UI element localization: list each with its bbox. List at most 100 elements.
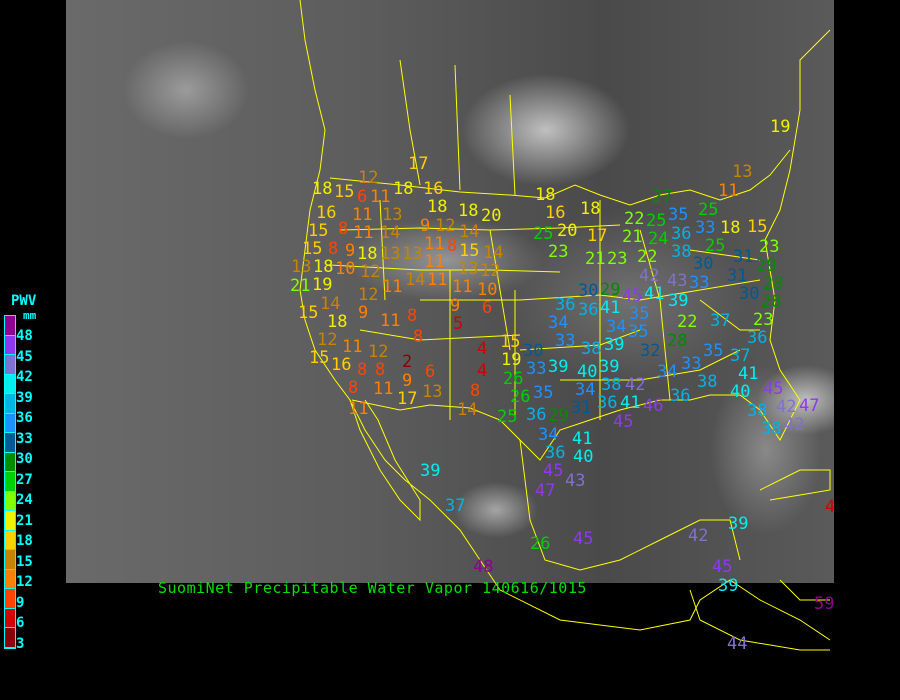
color-scale-bin: [5, 452, 15, 472]
station-pwv-value: 42: [625, 375, 646, 395]
station-pwv-value: 11: [427, 270, 448, 290]
color-scale-bin: [5, 530, 15, 550]
station-pwv-value: 34: [657, 362, 678, 382]
station-pwv-value: 41: [738, 364, 759, 384]
station-pwv-value: 42: [639, 266, 660, 286]
station-pwv-value: 21: [585, 249, 606, 269]
color-scale-tick-label: 12: [16, 574, 33, 590]
us-mexico-border: [351, 399, 521, 441]
color-scale-bin: [5, 374, 15, 394]
station-pwv-value: 36: [671, 224, 692, 244]
station-pwv-value: 40: [577, 362, 598, 382]
station-pwv-value: 18: [357, 244, 378, 264]
station-pwv-value: 45: [763, 379, 784, 399]
station-pwv-value: 39: [728, 514, 749, 534]
station-pwv-value: 34: [575, 380, 596, 400]
color-scale-tick-label: 30: [16, 451, 33, 467]
color-scale-tick-label: 3: [16, 635, 25, 652]
station-pwv-value: 26: [503, 369, 524, 389]
station-pwv-value: 39: [420, 461, 441, 481]
color-scale-bin: [5, 569, 15, 589]
station-pwv-value: 11: [452, 277, 473, 297]
color-scale-tick-label: 48: [16, 328, 33, 344]
color-scale-bin: [5, 491, 15, 511]
legend-title: PWV: [11, 293, 37, 309]
color-scale-bin: [5, 550, 15, 570]
station-pwv-value: 16: [316, 203, 337, 223]
color-scale-bin: [5, 511, 15, 531]
station-pwv-value: 22: [637, 247, 658, 267]
station-pwv-value: 28: [763, 274, 784, 294]
station-pwv-value: 40: [730, 382, 751, 402]
station-pwv-value: 45: [622, 286, 643, 306]
station-pwv-value: 34: [606, 317, 627, 337]
station-pwv-value: 18: [313, 257, 334, 277]
station-pwv-value: 36: [578, 300, 599, 320]
station-pwv-value: 38: [671, 242, 692, 262]
station-pwv-value: 16: [331, 355, 352, 375]
station-pwv-value: 8: [375, 360, 386, 380]
station-pwv-value: 30: [693, 254, 714, 274]
station-pwv-value: 46: [643, 396, 664, 416]
color-scale-tick-label: 6: [16, 615, 25, 631]
color-scale-bin: [5, 472, 15, 492]
color-scale-bin: [5, 355, 15, 375]
canada-province-lines: [399, 59, 516, 196]
station-pwv-value: 12: [480, 261, 501, 281]
mexico-east-coast: [519, 439, 741, 571]
color-scale-tick-label: 33: [16, 430, 33, 447]
station-pwv-value: 43: [667, 271, 688, 291]
station-pwv-value: 17: [397, 389, 418, 409]
station-pwv-value: 13: [380, 244, 401, 264]
color-scale-tick-label: 36: [16, 410, 33, 426]
color-scale-tick-label: 18: [16, 533, 33, 549]
station-pwv-value: 25: [705, 236, 726, 256]
station-pwv-value: 25: [497, 407, 518, 427]
color-scale-tick-label: 24: [16, 492, 33, 508]
station-pwv-value: 14: [483, 243, 504, 263]
station-pwv-value: 9: [358, 303, 369, 323]
station-pwv-value: 26: [530, 534, 551, 554]
station-pwv-value: 14: [320, 294, 341, 314]
station-pwv-value: 24: [648, 229, 669, 249]
station-pwv-value: 8: [348, 378, 359, 398]
station-pwv-value: 36: [747, 328, 768, 348]
station-pwv-value: 18: [535, 185, 556, 205]
station-pwv-value: 15: [309, 348, 330, 368]
station-pwv-value: 13: [422, 382, 443, 402]
station-pwv-value: 45: [613, 412, 634, 432]
station-pwv-value: 39: [548, 357, 569, 377]
color-scale-bin: [5, 433, 15, 453]
station-pwv-value: 20: [557, 221, 578, 241]
station-pwv-value: 13: [458, 259, 479, 279]
station-pwv-value: 8: [328, 239, 339, 259]
station-pwv-value: 23: [753, 310, 774, 330]
station-pwv-value: 38: [747, 401, 768, 421]
station-pwv-value: 15: [308, 221, 329, 241]
station-pwv-value: 36: [545, 443, 566, 463]
legend-unit: mm: [23, 309, 37, 322]
state-lines-west: [329, 199, 621, 420]
station-pwv-value: 14: [405, 270, 426, 290]
cuba-outline: [759, 469, 831, 501]
station-pwv-value: 11: [373, 379, 394, 399]
station-pwv-value: 33: [555, 331, 576, 351]
station-pwv-value: 11: [353, 223, 374, 243]
station-pwv-value: 9: [420, 216, 431, 236]
color-scale-tick-label: 9: [16, 594, 25, 611]
station-pwv-value: 12: [358, 168, 379, 188]
station-pwv-value: 17: [587, 226, 608, 246]
color-scale-bin: [5, 413, 15, 433]
color-scale-tick-label: 39: [16, 389, 33, 406]
station-pwv-value: 35: [629, 304, 650, 324]
station-pwv-value: 18: [312, 179, 333, 199]
station-pwv-value: 29: [756, 256, 777, 276]
station-pwv-value: 18: [393, 179, 414, 199]
station-pwv-value: 30: [739, 284, 760, 304]
station-pwv-value: 8: [447, 236, 458, 256]
west-coastline: [299, 0, 831, 641]
station-pwv-value: 8: [413, 327, 424, 347]
central-america-coast: [689, 579, 830, 651]
station-pwv-value: 6: [357, 187, 368, 207]
